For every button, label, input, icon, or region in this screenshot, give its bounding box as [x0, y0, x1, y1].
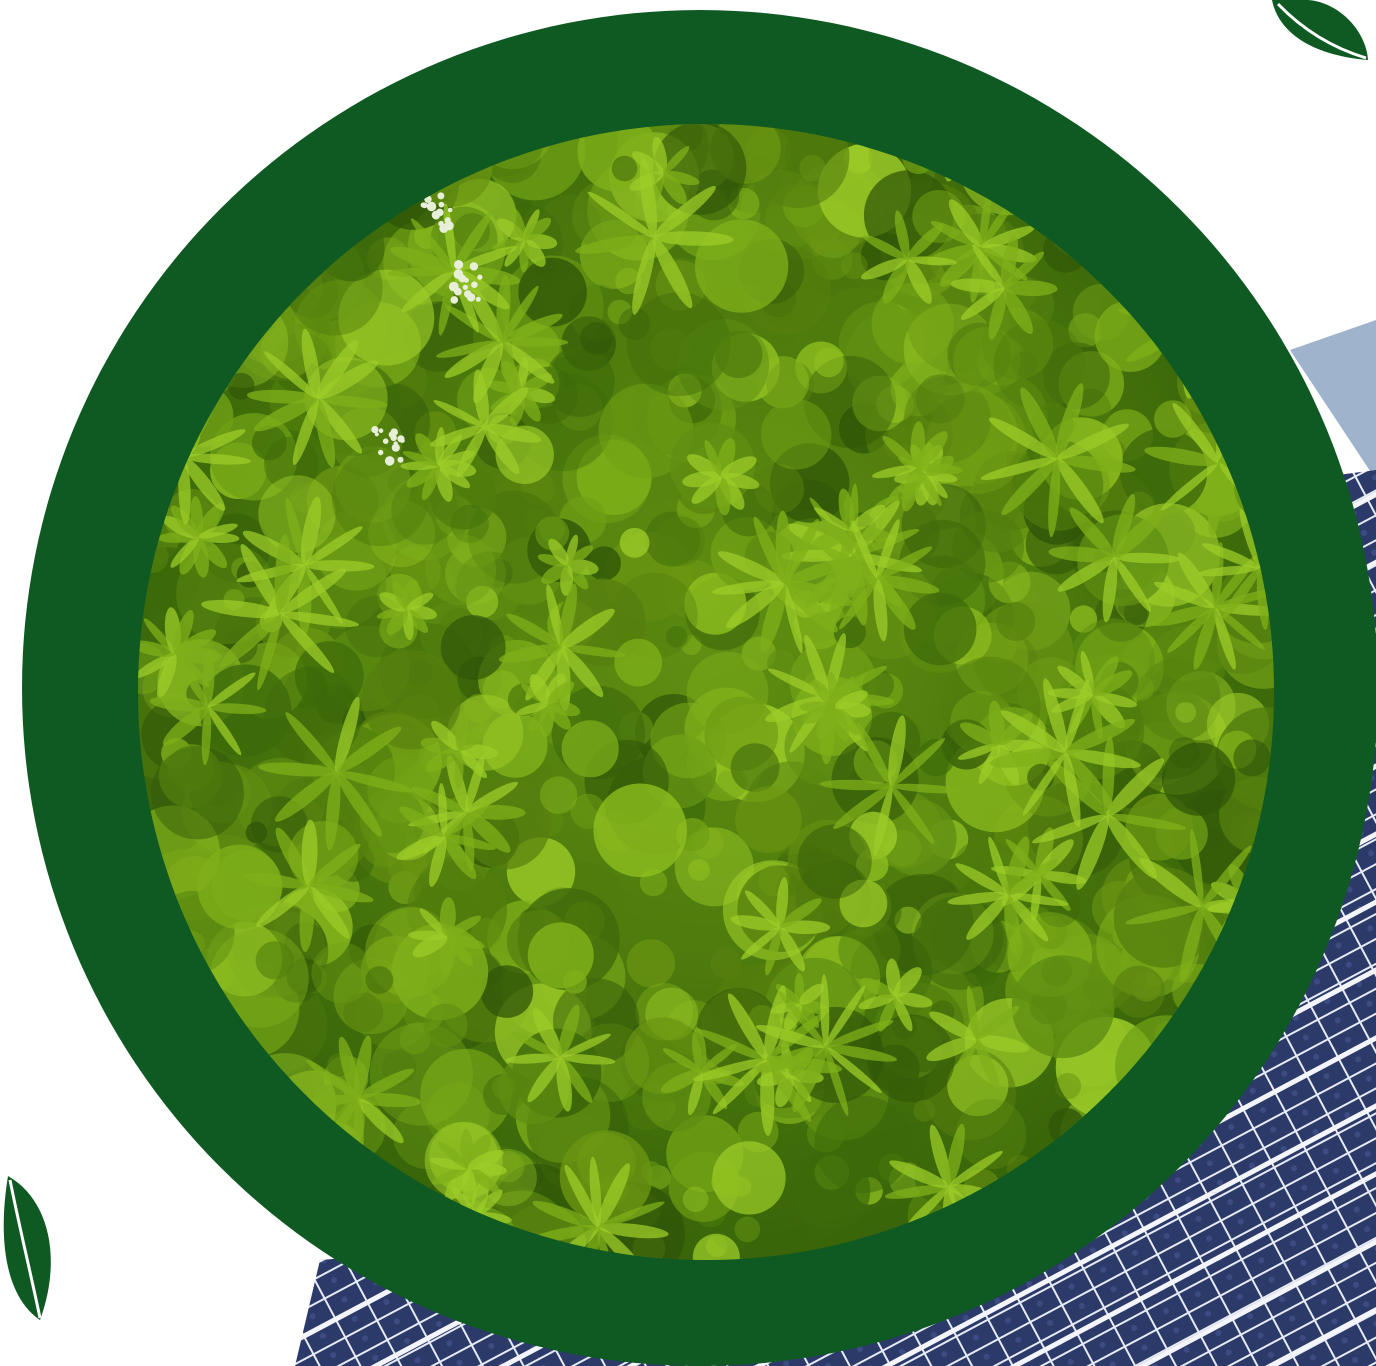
canopy-foliage: [138, 124, 1274, 1260]
forest-canopy-photo: [138, 124, 1274, 1260]
leaf-icon: [3, 1176, 51, 1320]
leaf-icon: [1272, 0, 1368, 60]
sky-patch: [1290, 320, 1376, 480]
